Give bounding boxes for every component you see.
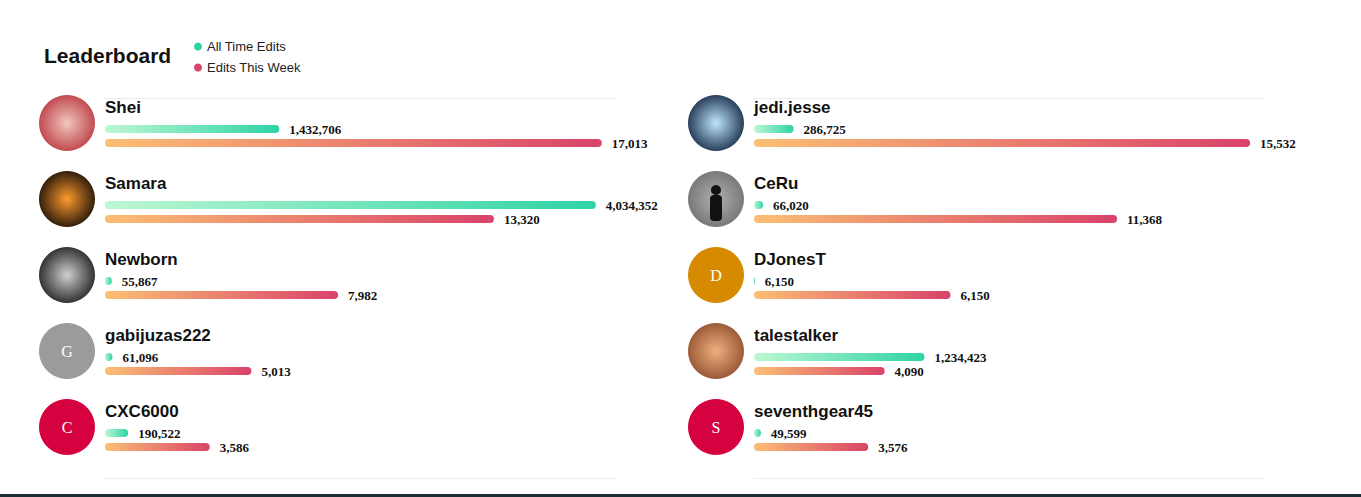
svg-text:S: S (712, 419, 721, 436)
svg-text:61,096: 61,096 (122, 350, 158, 365)
svg-text:Leaderboard: Leaderboard (44, 44, 171, 67)
svg-text:All Time Edits: All Time Edits (207, 39, 286, 54)
svg-text:gabijuzas222: gabijuzas222 (105, 326, 211, 345)
svg-text:1,432,706: 1,432,706 (289, 122, 342, 137)
svg-text:66,020: 66,020 (773, 198, 809, 213)
svg-text:Samara: Samara (105, 174, 167, 193)
svg-text:seventhgear45: seventhgear45 (754, 402, 873, 421)
svg-text:G: G (61, 343, 73, 360)
svg-text:7,982: 7,982 (348, 288, 377, 303)
svg-text:55,867: 55,867 (122, 274, 158, 289)
svg-text:C: C (62, 419, 73, 436)
svg-text:talestalker: talestalker (754, 326, 838, 345)
svg-text:286,725: 286,725 (804, 122, 847, 137)
svg-text:6,150: 6,150 (960, 288, 989, 303)
svg-text:190,522: 190,522 (138, 426, 180, 441)
svg-text:CeRu: CeRu (754, 174, 798, 193)
svg-text:DJonesT: DJonesT (754, 250, 826, 269)
svg-text:CXC6000: CXC6000 (105, 402, 179, 421)
svg-text:jedi.jesse: jedi.jesse (753, 98, 831, 117)
svg-text:D: D (710, 267, 722, 284)
svg-text:4,034,352: 4,034,352 (606, 198, 658, 213)
svg-text:4,090: 4,090 (895, 364, 924, 379)
svg-text:3,576: 3,576 (878, 440, 908, 455)
svg-text:15,532: 15,532 (1260, 136, 1296, 151)
svg-text:1,234,423: 1,234,423 (934, 350, 987, 365)
svg-text:6,150: 6,150 (765, 274, 794, 289)
svg-text:17,013: 17,013 (612, 136, 648, 151)
svg-text:5,013: 5,013 (261, 364, 291, 379)
svg-text:13,320: 13,320 (504, 212, 540, 227)
svg-text:49,599: 49,599 (771, 426, 807, 441)
svg-text:Edits This Week: Edits This Week (207, 60, 301, 75)
svg-text:Newborn: Newborn (105, 250, 178, 269)
svg-text:Shei: Shei (105, 98, 141, 117)
svg-text:11,368: 11,368 (1127, 212, 1163, 227)
svg-text:3,586: 3,586 (220, 440, 250, 455)
